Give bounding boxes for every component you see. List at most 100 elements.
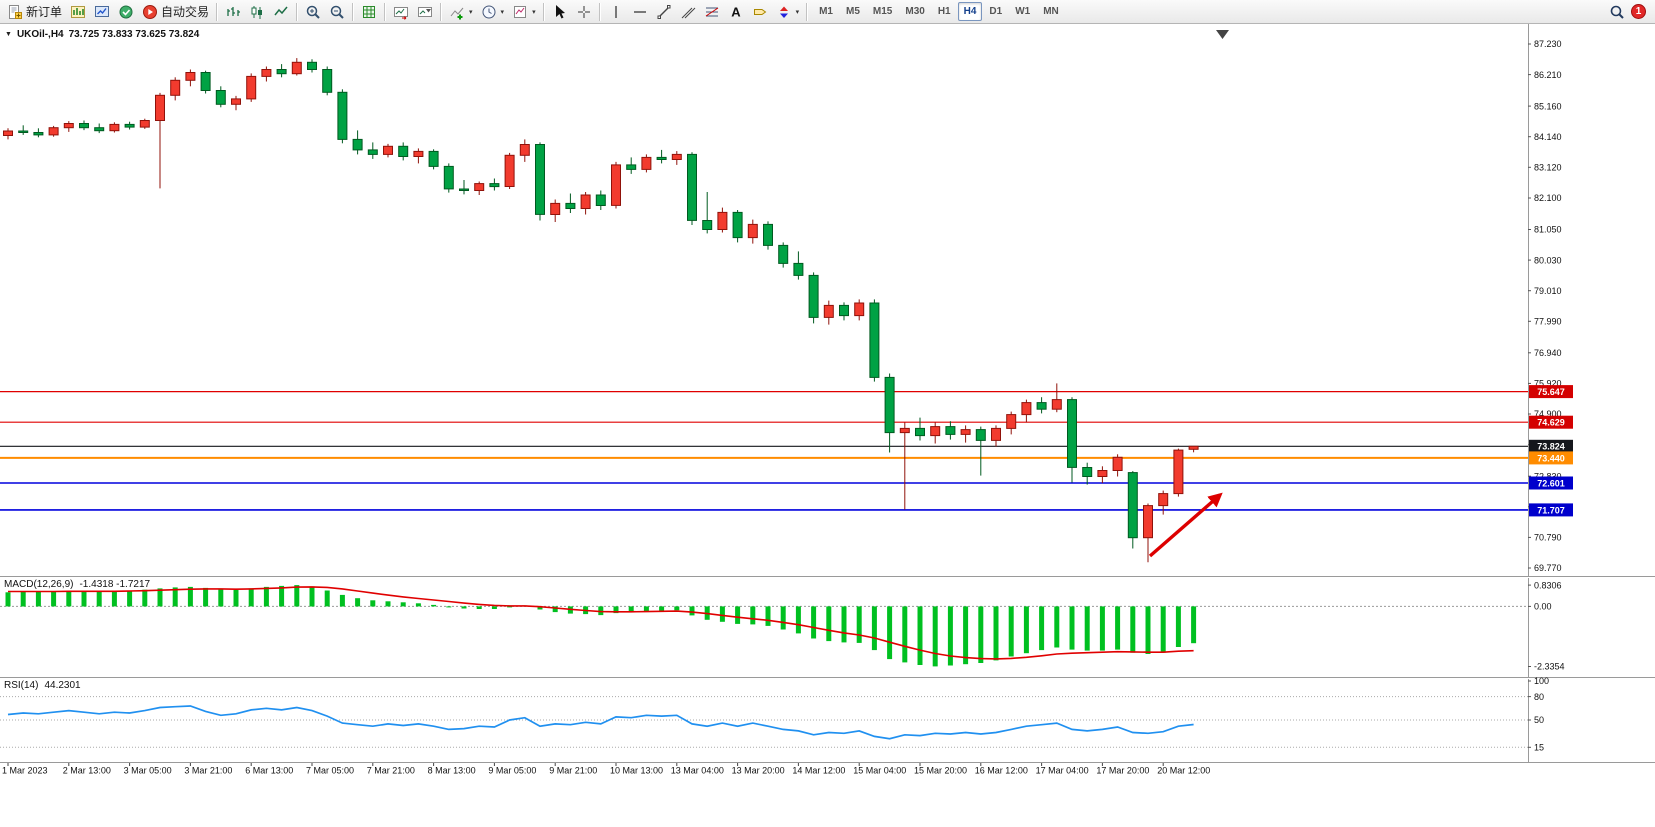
periods-clock-icon [482, 5, 496, 18]
svg-text:0.8306: 0.8306 [1534, 580, 1562, 590]
macd-indicator-label: MACD(12,26,9) -1.4318 -1.7217 [4, 579, 150, 590]
candlestick-chart-button[interactable] [245, 1, 269, 22]
bar-chart-button[interactable] [221, 1, 245, 22]
toolbar-separator [806, 2, 809, 21]
svg-text:13 Mar 20:00: 13 Mar 20:00 [732, 766, 785, 776]
cursor-button[interactable] [548, 1, 572, 22]
timeframe-mn[interactable]: MN [1037, 2, 1065, 21]
line-chart-button[interactable] [269, 1, 293, 22]
svg-text:72.601: 72.601 [1537, 478, 1565, 488]
svg-text:74.629: 74.629 [1537, 418, 1565, 428]
timeframe-w1[interactable]: W1 [1009, 2, 1036, 21]
chart-symbol-header: ▼ UKOil-,H4 73.725 73.833 73.625 73.824 [5, 29, 199, 40]
navigator-icon [119, 5, 133, 18]
market-watch-button[interactable] [90, 1, 114, 22]
new-order-button[interactable]: 新订单 [3, 1, 66, 22]
svg-text:3 Mar 21:00: 3 Mar 21:00 [184, 766, 232, 776]
templates-button[interactable]: ▾ [508, 1, 540, 22]
horizontal-line-button[interactable] [628, 1, 652, 22]
svg-text:79.010: 79.010 [1534, 286, 1562, 296]
timeframe-d1[interactable]: D1 [983, 2, 1008, 21]
rsi-name: RSI(14) [4, 680, 39, 691]
zoom-in-icon [306, 5, 320, 19]
macd-values: -1.4318 -1.7217 [79, 579, 151, 590]
svg-text:81.050: 81.050 [1534, 225, 1562, 235]
price-axis[interactable]: 87.230 86.210 85.160 84.140 83.120 82.100 81.0… [1528, 24, 1573, 762]
main-toolbar: 新订单 自动交易 [0, 0, 1655, 24]
svg-text:76.940: 76.940 [1534, 348, 1562, 358]
toolbar-separator [296, 2, 299, 21]
rsi-value: 44.2301 [44, 680, 81, 691]
svg-text:72.830: 72.830 [1534, 471, 1562, 481]
channel-button[interactable] [676, 1, 700, 22]
svg-text:-2.3354: -2.3354 [1534, 662, 1565, 672]
search-button[interactable] [1605, 1, 1629, 22]
zoom-out-button[interactable] [325, 1, 349, 22]
trendline-button[interactable] [652, 1, 676, 22]
candlestick-chart-icon [251, 5, 263, 19]
timeframe-h4[interactable]: H4 [957, 2, 983, 21]
timeframe-m1[interactable]: M1 [813, 2, 839, 21]
trend-arrow[interactable] [1148, 492, 1223, 558]
new-order-icon [9, 4, 22, 19]
svg-text:13 Mar 04:00: 13 Mar 04:00 [671, 766, 724, 776]
rsi-line [7, 705, 1194, 740]
vertical-line-button[interactable] [604, 1, 628, 22]
svg-text:86.210: 86.210 [1534, 70, 1562, 80]
svg-text:10 Mar 13:00: 10 Mar 13:00 [610, 766, 663, 776]
text-button[interactable]: A [724, 1, 748, 22]
time-axis[interactable]: 1 Mar 2023 2 Mar 13:00 3 Mar 05:00 3 Mar 21… [2, 763, 1210, 776]
grid-button[interactable] [357, 1, 381, 22]
svg-text:50: 50 [1534, 715, 1544, 725]
svg-text:100: 100 [1534, 676, 1549, 686]
auto-scroll-button[interactable] [389, 1, 413, 22]
svg-text:20 Mar 12:00: 20 Mar 12:00 [1157, 766, 1210, 776]
channel-icon [681, 7, 695, 18]
notification-badge[interactable]: 1 [1631, 4, 1646, 19]
chart-shift-icon [418, 6, 433, 17]
text-icon: A [731, 4, 741, 19]
chevron-down-icon: ▾ [500, 8, 505, 16]
new-chart-button[interactable] [66, 1, 90, 22]
chevron-down-icon: ▾ [532, 8, 536, 16]
timeframe-m5[interactable]: M5 [840, 2, 866, 21]
chevron-down-icon: ▾ [469, 8, 473, 16]
toolbar-separator [542, 2, 545, 21]
chart-shift-button[interactable] [413, 1, 437, 22]
svg-text:1 Mar 2023: 1 Mar 2023 [2, 766, 48, 776]
rsi-indicator-label: RSI(14) 44.2301 [4, 680, 81, 691]
timeframe-m15[interactable]: M15 [867, 2, 898, 21]
chart-shift-marker[interactable] [1216, 30, 1229, 39]
svg-text:17 Mar 20:00: 17 Mar 20:00 [1096, 766, 1149, 776]
navigator-button[interactable] [114, 1, 138, 22]
svg-text:0.00: 0.00 [1534, 602, 1552, 612]
svg-text:70.790: 70.790 [1534, 533, 1562, 543]
timeframe-h1[interactable]: H1 [932, 2, 957, 21]
svg-text:7 Mar 21:00: 7 Mar 21:00 [367, 766, 415, 776]
arrows-icon [779, 6, 788, 18]
auto-trading-button[interactable]: 自动交易 [138, 1, 213, 22]
svg-text:77.990: 77.990 [1534, 317, 1562, 327]
search-icon [1610, 5, 1624, 19]
label-icon [753, 8, 766, 15]
timeframe-toolbar: M1 M5 M15 M30 H1 H4 D1 W1 MN [813, 2, 1065, 21]
chevron-down-icon: ▾ [795, 8, 800, 16]
indicators-button[interactable]: ▾ [445, 1, 477, 22]
svg-text:74.900: 74.900 [1534, 409, 1562, 419]
chevron-down-icon[interactable]: ▼ [5, 31, 12, 38]
indicators-icon [450, 7, 464, 19]
periods-button[interactable]: ▾ [477, 1, 509, 22]
label-button[interactable] [748, 1, 772, 22]
zoom-in-button[interactable] [301, 1, 325, 22]
timeframe-m30[interactable]: M30 [899, 2, 930, 21]
candlesticks-layer [3, 58, 1199, 563]
crosshair-button[interactable] [572, 1, 596, 22]
horizontal-lines[interactable] [0, 391, 1528, 511]
fibonacci-button[interactable] [700, 1, 724, 22]
crosshair-icon [577, 5, 590, 18]
arrows-button[interactable]: ▾ [772, 1, 804, 22]
bar-chart-icon [227, 6, 241, 16]
grid-icon [363, 5, 376, 18]
